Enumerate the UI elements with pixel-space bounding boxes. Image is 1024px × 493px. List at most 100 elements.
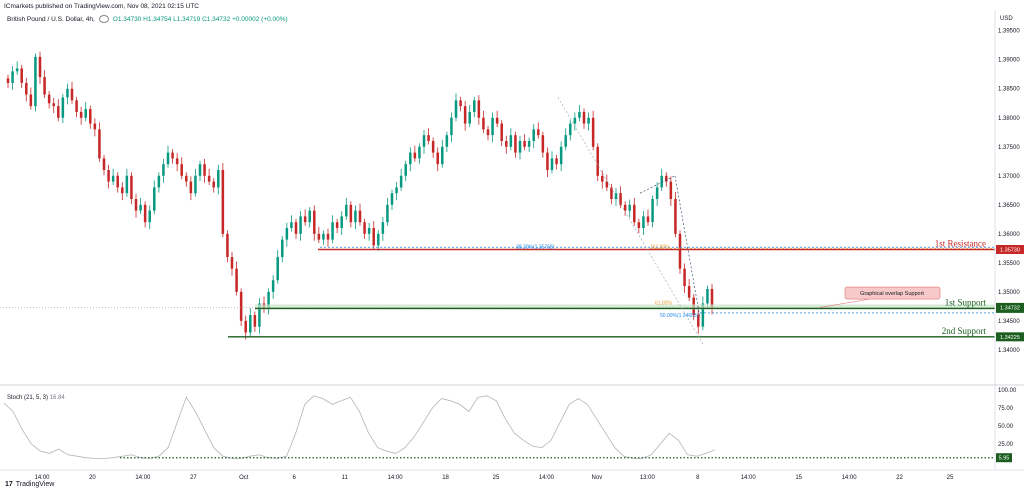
candle-body bbox=[75, 100, 78, 112]
candle-body bbox=[221, 169, 225, 234]
stoch-y-tick-label: 50.00 bbox=[998, 424, 1014, 430]
callout-box bbox=[844, 286, 941, 300]
x-tick-label: 11 bbox=[342, 475, 349, 481]
candle-body bbox=[619, 193, 622, 205]
candle-body bbox=[326, 233, 330, 240]
candle-body bbox=[121, 187, 124, 194]
candle-body bbox=[345, 204, 348, 217]
brand: 17 TradingView bbox=[5, 481, 54, 488]
candle-body bbox=[637, 222, 641, 229]
candle-body bbox=[601, 175, 604, 182]
candle-body bbox=[38, 56, 42, 78]
candle-body bbox=[669, 181, 673, 199]
candle-body bbox=[15, 68, 19, 72]
candle-body bbox=[642, 216, 645, 229]
candle-body bbox=[605, 181, 609, 188]
candle-body bbox=[509, 135, 513, 147]
candle-body bbox=[651, 199, 654, 223]
candle-body bbox=[367, 228, 371, 234]
x-tick-label: 14:00 bbox=[842, 475, 858, 481]
candle-body bbox=[445, 135, 449, 147]
candle-body bbox=[207, 175, 211, 182]
candle-body bbox=[477, 100, 481, 118]
candle-body bbox=[171, 152, 174, 159]
y-tick-label: 1.39000 bbox=[998, 58, 1020, 64]
current-price-tag bbox=[996, 302, 1024, 312]
candle-body bbox=[335, 222, 339, 229]
candle-body bbox=[217, 169, 220, 188]
candle-body bbox=[43, 77, 46, 95]
candle-body bbox=[84, 109, 87, 118]
candle-body bbox=[523, 140, 526, 147]
candle-body bbox=[239, 291, 243, 321]
candle-body bbox=[93, 123, 97, 130]
ohlc-values: O1.34730 H1.34754 L1.34719 C1.34732 +0.0… bbox=[112, 15, 288, 23]
candle-body bbox=[185, 175, 188, 182]
y-tick-label: 1.35000 bbox=[998, 290, 1020, 296]
candle-body bbox=[390, 193, 394, 205]
candle-body bbox=[102, 158, 106, 170]
candle-body bbox=[587, 117, 590, 124]
candle-body bbox=[381, 222, 385, 234]
candle-body bbox=[578, 111, 581, 118]
candle-body bbox=[399, 175, 403, 188]
candle-body bbox=[500, 123, 503, 141]
candle-body bbox=[253, 315, 257, 327]
candle-body bbox=[249, 315, 252, 333]
candle-body bbox=[413, 152, 417, 159]
candle-body bbox=[313, 210, 316, 234]
callout-pointer bbox=[819, 298, 871, 308]
level-label: 1st Resistance bbox=[935, 238, 986, 248]
candle-body bbox=[418, 146, 421, 159]
candle-body bbox=[285, 228, 289, 240]
candle-body bbox=[495, 117, 499, 124]
y-tick-label: 1.38000 bbox=[998, 116, 1020, 122]
candle-body bbox=[537, 129, 540, 136]
eye-icon[interactable] bbox=[98, 15, 109, 23]
candle-body bbox=[706, 288, 709, 304]
brand-label: TradingView bbox=[15, 481, 55, 488]
x-tick-label: 13:00 bbox=[640, 475, 656, 481]
candle-body bbox=[697, 315, 700, 327]
candle-body bbox=[559, 146, 563, 165]
candle-body bbox=[678, 233, 682, 269]
candle-body bbox=[271, 280, 275, 292]
candle-body bbox=[468, 111, 471, 124]
candle-body bbox=[514, 135, 517, 153]
stoch-legend: Stoch (21, 5, 3) 16.84 bbox=[7, 395, 65, 401]
candle-body bbox=[450, 117, 453, 136]
candle-body bbox=[47, 94, 51, 104]
candle-body bbox=[372, 228, 375, 246]
candle-body bbox=[6, 78, 10, 83]
level-price-label: 1.34225 bbox=[1000, 335, 1020, 341]
candle-body bbox=[153, 187, 156, 211]
candle-body bbox=[258, 303, 261, 327]
candle-body bbox=[308, 210, 311, 223]
x-tick-label: 25 bbox=[947, 475, 954, 481]
candle-body bbox=[363, 222, 366, 234]
candle-body bbox=[610, 187, 613, 199]
candle-body bbox=[404, 164, 407, 176]
y-tick-label: 1.36500 bbox=[998, 203, 1020, 209]
candle-body bbox=[569, 123, 572, 136]
oversold-label: 5.95 bbox=[999, 456, 1010, 462]
fib-label: 61.80% bbox=[655, 301, 673, 307]
candle-body bbox=[125, 175, 129, 194]
candle-body bbox=[299, 216, 302, 234]
candle-body bbox=[701, 303, 705, 327]
y-tick-label: 1.35500 bbox=[998, 261, 1020, 267]
x-tick-label: 6 bbox=[293, 475, 297, 481]
candle-body bbox=[11, 71, 14, 83]
x-tick-label: 14:00 bbox=[388, 475, 404, 481]
candle-body bbox=[596, 146, 599, 176]
candle-body bbox=[244, 320, 247, 333]
stoch-y-tick-label: 100.00 bbox=[998, 388, 1017, 394]
y-tick-label: 1.34500 bbox=[998, 319, 1020, 325]
candle-body bbox=[674, 199, 677, 234]
candle-body bbox=[436, 152, 439, 165]
candle-body bbox=[322, 233, 325, 240]
candle-body bbox=[281, 239, 284, 258]
candle-body bbox=[267, 291, 270, 310]
candle-body bbox=[107, 169, 110, 182]
